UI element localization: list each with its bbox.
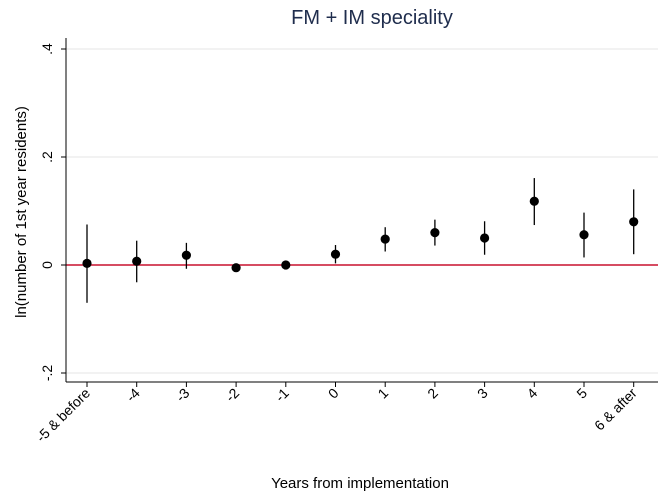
x-tick-label-7: 2 [424, 385, 441, 402]
gridlines [66, 48, 658, 374]
data-point-8 [480, 233, 490, 243]
data-point-10 [579, 230, 589, 240]
x-ticks: -5 & before -4 -3 -2 -1 0 1 2 3 4 5 6 & after [33, 382, 640, 445]
data-point-1 [132, 256, 142, 266]
data-point-7 [430, 228, 440, 238]
axes [65, 38, 658, 383]
y-tick-label-2: .2 [39, 151, 55, 163]
x-tick-label-8: 3 [474, 385, 491, 402]
x-tick-label-4: -1 [272, 385, 292, 405]
x-tick-label-2: -3 [172, 385, 192, 405]
data-point-3 [231, 263, 241, 273]
data-marks [82, 178, 639, 303]
x-tick-label-1: -4 [123, 385, 143, 405]
x-tick-label-3: -2 [222, 385, 242, 405]
data-point-11 [629, 217, 639, 227]
y-axis-label: ln(number of 1st year residents) [13, 106, 30, 318]
x-tick-label-11: 6 & after [591, 385, 640, 434]
data-point-4 [281, 260, 291, 270]
x-tick-label-9: 4 [524, 385, 541, 402]
data-point-6 [380, 234, 390, 244]
x-tick-label-5: 0 [325, 385, 342, 402]
data-point-0 [82, 258, 92, 268]
data-point-5 [330, 249, 341, 259]
data-point-9 [529, 196, 539, 206]
chart-title: FM + IM speciality [291, 7, 453, 29]
x-tick-label-10: 5 [573, 385, 590, 402]
data-point-2 [181, 250, 191, 260]
x-tick-label-6: 1 [374, 385, 391, 402]
y-tick-label-0: -.2 [39, 365, 55, 382]
x-axis-label: Years from implementation [271, 475, 449, 492]
y-ticks: -.2 0 .2 .4 [39, 43, 66, 381]
x-tick-label-0: -5 & before [33, 385, 93, 445]
y-tick-label-3: .4 [39, 43, 55, 55]
y-tick-label-1: 0 [39, 261, 55, 269]
